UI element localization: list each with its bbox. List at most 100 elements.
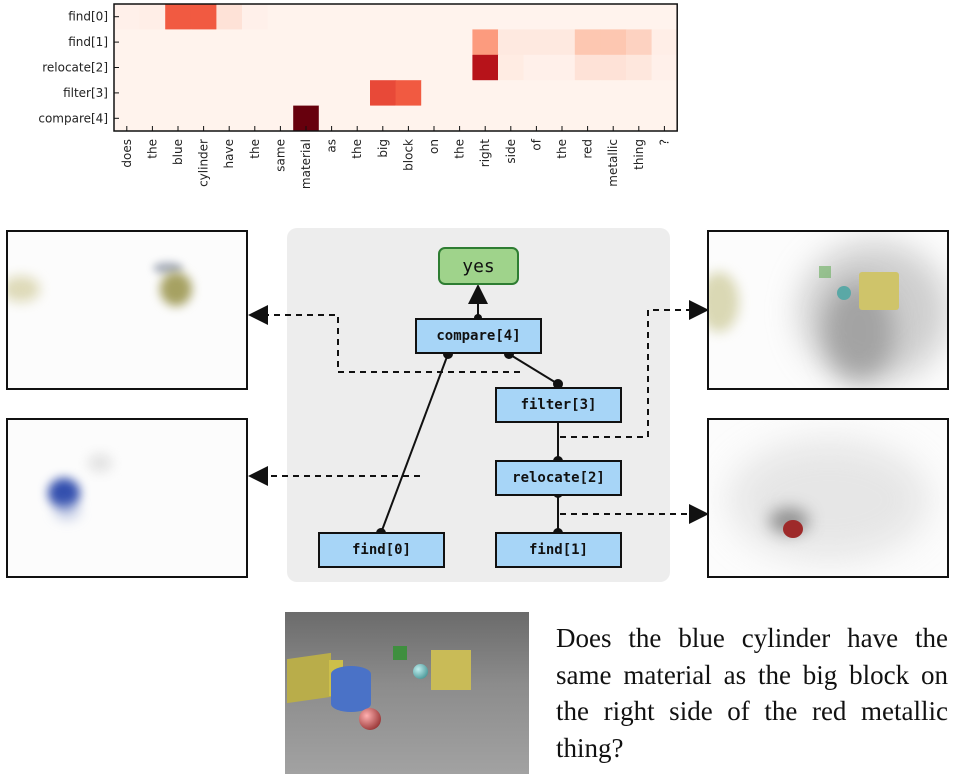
question-text: Does the blue cylinder have the same mat… — [556, 623, 948, 763]
heatmap-cell — [651, 4, 678, 30]
heatmap-cell — [395, 54, 422, 81]
heatmap-col-label: the — [248, 139, 262, 159]
heatmap-cell — [318, 4, 345, 30]
heatmap-cell — [267, 29, 294, 56]
heatmap-cell — [600, 54, 627, 81]
blue-cylinder-icon — [331, 666, 371, 712]
heatmap-cell — [600, 4, 627, 30]
heatmap-cell — [472, 29, 499, 56]
heatmap-col-label: cylinder — [197, 139, 211, 187]
attention-map-relocate — [707, 418, 949, 578]
heatmap-cell — [165, 4, 192, 30]
heatmap-cell — [190, 54, 217, 81]
red-sphere-icon — [783, 520, 803, 538]
green-cube-icon — [393, 646, 407, 660]
heatmap-cell — [139, 29, 166, 56]
heatmap-cell — [190, 4, 217, 30]
heatmap-cell — [370, 29, 397, 56]
heatmap-cell — [549, 80, 576, 107]
heatmap-cell — [370, 54, 397, 81]
heatmap-cell — [267, 80, 294, 107]
heatmap-cell — [139, 4, 166, 30]
heatmap-cell — [242, 29, 269, 56]
heatmap-col-label: the — [555, 139, 569, 159]
heatmap-col-label: the — [453, 139, 467, 159]
heatmap-cell — [523, 29, 550, 56]
heatmap-col-label: blue — [171, 139, 185, 165]
heatmap-cell — [190, 29, 217, 56]
module-compare: compare[4] — [415, 318, 542, 354]
heatmap-row-label: relocate[2] — [42, 61, 108, 75]
heatmap-cell — [293, 29, 320, 56]
heatmap-cell — [318, 54, 345, 81]
heatmap-cell — [651, 80, 678, 107]
heatmap-cell — [472, 54, 499, 81]
teal-sphere-icon — [413, 664, 428, 679]
heatmap-cell — [267, 4, 294, 30]
heatmap-col-label: does — [120, 139, 134, 168]
heatmap-cell — [190, 80, 217, 107]
heatmap-cell — [318, 80, 345, 107]
heatmap-col-label: of — [529, 138, 543, 150]
heatmap-col-label: same — [273, 139, 287, 172]
heatmap-cell — [523, 4, 550, 30]
heatmap-cell — [395, 80, 422, 107]
heatmap-col-label: right — [478, 139, 492, 167]
attention-heatmap: find[0] find[1] relocate[2] filter[3] compar… — [38, 3, 678, 189]
heatmap-cell — [626, 29, 653, 56]
heatmap-cell — [242, 80, 269, 107]
heatmap-cell — [293, 80, 320, 107]
heatmap-cell — [523, 80, 550, 107]
heatmap-cell — [216, 4, 243, 30]
heatmap-col-label: material — [299, 139, 313, 189]
heatmap-cell — [498, 54, 525, 81]
heatmap-col-label: the — [145, 139, 159, 159]
heatmap-cell — [498, 80, 525, 107]
heatmap-col-label: metallic — [606, 139, 620, 187]
heatmap-col-label: as — [325, 139, 339, 153]
heatmap-cell — [574, 80, 601, 107]
heatmap-cell — [139, 54, 166, 81]
heatmap-col-label: the — [350, 139, 364, 159]
heatmap-cell — [651, 29, 678, 56]
heatmap-cell — [626, 4, 653, 30]
heatmap-cell — [498, 29, 525, 56]
module-relocate: relocate[2] — [495, 460, 622, 496]
yellow-cube-right-icon — [431, 650, 471, 690]
heatmap-row-label: find[1] — [68, 35, 108, 49]
module-find0: find[0] — [318, 532, 445, 568]
answer-node: yes — [438, 247, 519, 285]
heatmap-col-label: side — [504, 139, 518, 164]
heatmap-cell — [267, 54, 294, 81]
scene-image — [285, 612, 529, 774]
cube-icon — [859, 272, 899, 310]
heatmap-cell — [498, 4, 525, 30]
heatmap-cell — [446, 4, 473, 30]
heatmap-cell — [472, 80, 499, 107]
heatmap-cell — [370, 80, 397, 107]
heatmap-row-label: find[0] — [68, 10, 108, 24]
heatmap-col-label: ? — [657, 139, 671, 145]
heatmap-cell — [165, 54, 192, 81]
heatmap-cell — [651, 54, 678, 81]
heatmap-cell — [242, 4, 269, 30]
module-filter: filter[3] — [495, 387, 622, 423]
heatmap-col-label: red — [581, 139, 595, 159]
heatmap-cell — [549, 29, 576, 56]
heatmap-cell — [395, 29, 422, 56]
heatmap-cell — [165, 80, 192, 107]
heatmap-cell — [549, 4, 576, 30]
heatmap-cell — [344, 80, 371, 107]
heatmap-cell — [216, 29, 243, 56]
heatmap-cell — [523, 54, 550, 81]
red-sphere-icon — [359, 708, 381, 730]
attention-map-find0 — [6, 418, 248, 578]
heatmap-cell — [600, 29, 627, 56]
heatmap-cell — [293, 4, 320, 30]
heatmap-cell — [549, 54, 576, 81]
heatmap-col-label: thing — [632, 139, 646, 170]
heatmap-cell — [574, 29, 601, 56]
attention-map-filter — [707, 230, 949, 390]
heatmap-cell — [344, 29, 371, 56]
heatmap-cell — [344, 4, 371, 30]
